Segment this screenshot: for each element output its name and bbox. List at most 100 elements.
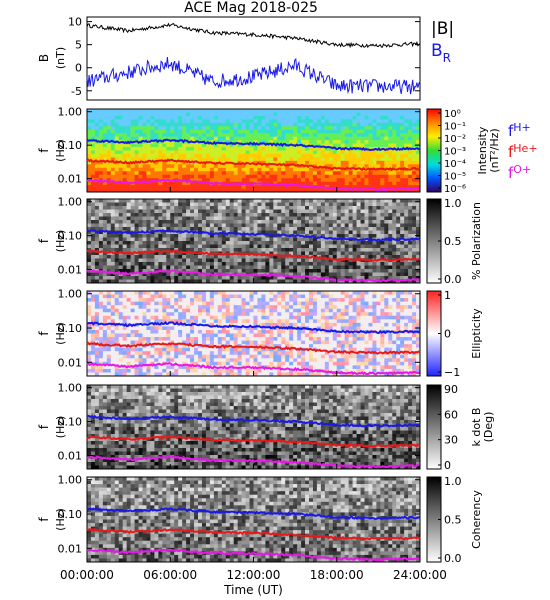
y-tick-label: -5 xyxy=(71,85,82,98)
y-axis-label: f xyxy=(37,424,51,429)
cyclotron-line-He-plus xyxy=(86,158,421,172)
cyclotron-line-H-plus xyxy=(86,320,421,335)
intensity-panel: 1.00 0.10 0.01 f (Hz) 10⁰ 10⁻¹10⁻² 10⁻³10⁻⁴ 10⁻⁵… xyxy=(37,106,501,195)
colorbar-tick-label: 10⁻⁵ xyxy=(444,172,466,183)
legend-label: B xyxy=(431,41,443,61)
colorbar-tick-label: 0 xyxy=(444,328,451,341)
colorbar-tick-label: 10⁰ xyxy=(444,109,461,120)
y-tick-label: 0.10 xyxy=(58,508,83,521)
ellipticity-panel: 1.00 0.10 0.01 f (Hz) 1 0 −1 Ellipticity xyxy=(37,288,483,379)
heatmap-image xyxy=(86,198,421,284)
x-tick-label: 00:00:00 xyxy=(60,568,114,582)
y-axis-unit: (Hz) xyxy=(54,322,67,345)
y-tick-label: 0.01 xyxy=(58,449,83,462)
cyclotron-line-H-plus xyxy=(87,414,421,428)
legend-label: |B| xyxy=(431,19,454,39)
legend-f-O-plus: fO+ xyxy=(508,163,531,182)
cyclotron-line-O-plus xyxy=(86,269,421,283)
colorbar-tick-label: 1.0 xyxy=(444,475,462,488)
series-b-r-line xyxy=(86,56,421,95)
colorbar-unit: (Deg) xyxy=(482,412,495,443)
colorbar-tick-label: 10⁻³ xyxy=(444,147,466,158)
x-tick-label: 12:00:00 xyxy=(227,568,281,582)
y-tick-label: 0.01 xyxy=(58,263,83,276)
colorbar-tick-label: 0.0 xyxy=(444,273,462,286)
y-tick-label: 10 xyxy=(68,16,82,29)
colorbar-tick-label: 10⁻⁴ xyxy=(444,159,466,170)
x-tick-label: 24:00:00 xyxy=(393,568,447,582)
colorbar-tick-label: 10⁻² xyxy=(444,134,466,145)
colorbar-tick-label: 1 xyxy=(444,289,451,302)
colorbar-tick-label: 90 xyxy=(444,383,458,396)
heatmap-image xyxy=(86,290,421,377)
k-dot-b-panel: 1.00 0.10 0.01 f (Hz) 90 60 30 0 k dot B (Deg) xyxy=(37,382,495,472)
series-b-magnitude-line xyxy=(86,22,421,49)
colorbar-tick-label: 0.5 xyxy=(444,514,462,527)
colorbar-label: % Polarization xyxy=(470,202,483,280)
y-axis-unit: (nT) xyxy=(54,47,67,69)
legend-b-magnitude: |B| xyxy=(431,19,454,39)
y-tick-label: 5 xyxy=(75,39,82,52)
legend-label: f xyxy=(508,164,514,182)
y-tick-label: 0.10 xyxy=(58,230,83,243)
x-tick-label: 06:00:00 xyxy=(143,568,197,582)
y-tick-label: 1.00 xyxy=(58,196,83,209)
y-axis-unit: (Hz) xyxy=(54,139,67,162)
y-axis-label: f xyxy=(37,517,51,522)
cyclotron-line-H-plus xyxy=(86,228,421,242)
y-axis-unit: (Hz) xyxy=(54,230,67,253)
cyclotron-line-He-plus xyxy=(86,527,421,541)
y-tick-label: 0.10 xyxy=(58,322,83,335)
colorbar-tick-label: 10⁻⁶ xyxy=(444,184,466,195)
y-tick-label: 1.00 xyxy=(58,382,83,395)
colorbar-unit: (nT²/Hz) xyxy=(488,128,501,172)
colorbar xyxy=(426,384,442,470)
legend-label: f xyxy=(508,143,514,161)
y-axis-unit: (Hz) xyxy=(54,508,67,531)
chart-title: ACE Mag 2018-025 xyxy=(184,0,318,16)
colorbar-tick-label: 0 xyxy=(444,459,451,472)
y-tick-label: 0.01 xyxy=(58,356,83,369)
x-axis-label: Time (UT) xyxy=(223,583,283,597)
legend-subscript: He+ xyxy=(513,142,537,155)
cyclotron-line-O-plus xyxy=(86,548,421,562)
legend-subscript: O+ xyxy=(513,163,531,176)
colorbar-tick-label: 10⁻¹ xyxy=(444,122,466,133)
y-tick-label: 0.01 xyxy=(58,173,83,186)
legend-f-He-plus: fHe+ xyxy=(508,142,538,161)
colorbar-label: k dot B xyxy=(470,408,483,447)
heatmap-image xyxy=(86,384,421,470)
cyclotron-line-O-plus xyxy=(86,455,421,469)
cyclotron-line-He-plus xyxy=(86,435,421,448)
panel-frame xyxy=(86,16,421,101)
cyclotron-line-O-plus xyxy=(86,178,421,192)
legend-label: f xyxy=(508,122,514,140)
cyclotron-line-H-plus xyxy=(86,138,421,152)
colorbar-tick-label: 0.0 xyxy=(444,552,462,565)
x-tick-label: 18:00:00 xyxy=(310,568,364,582)
colorbar-tick-label: 60 xyxy=(444,408,458,421)
y-tick-label: 0.10 xyxy=(58,416,83,429)
colorbar-tick-label: 0.5 xyxy=(444,235,462,248)
cyclotron-line-He-plus xyxy=(86,341,421,355)
legend-subscript: R xyxy=(443,51,451,65)
cyclotron-line-He-plus xyxy=(86,249,421,263)
legend-subscript: H+ xyxy=(513,121,531,134)
cyclotron-line-O-plus xyxy=(86,362,421,376)
y-axis-label: B xyxy=(37,54,51,62)
colorbar-label: Intensity xyxy=(476,126,489,174)
colorbar-tick-label: 1.0 xyxy=(444,197,462,210)
polarization-panel: 1.00 0.10 0.01 f (Hz) 1.0 0.5 0.0 % Polarization xyxy=(37,196,483,286)
legend-f-H-plus: fH+ xyxy=(508,121,531,140)
y-tick-label: 0.01 xyxy=(58,542,83,555)
y-tick-label: 0 xyxy=(75,62,82,75)
y-axis-unit: (Hz) xyxy=(54,416,67,439)
y-tick-label: 1.00 xyxy=(58,288,83,301)
legend-b-r: BR xyxy=(431,41,451,65)
coherency-panel: 1.00 0.10 0.01 f (Hz) 1.0 0.5 0.0 Coherency xyxy=(37,474,483,565)
y-tick-label: 1.00 xyxy=(58,106,83,119)
colorbar-label: Coherency xyxy=(470,490,483,549)
